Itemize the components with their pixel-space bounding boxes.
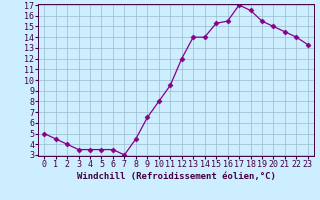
X-axis label: Windchill (Refroidissement éolien,°C): Windchill (Refroidissement éolien,°C) [76, 172, 276, 181]
